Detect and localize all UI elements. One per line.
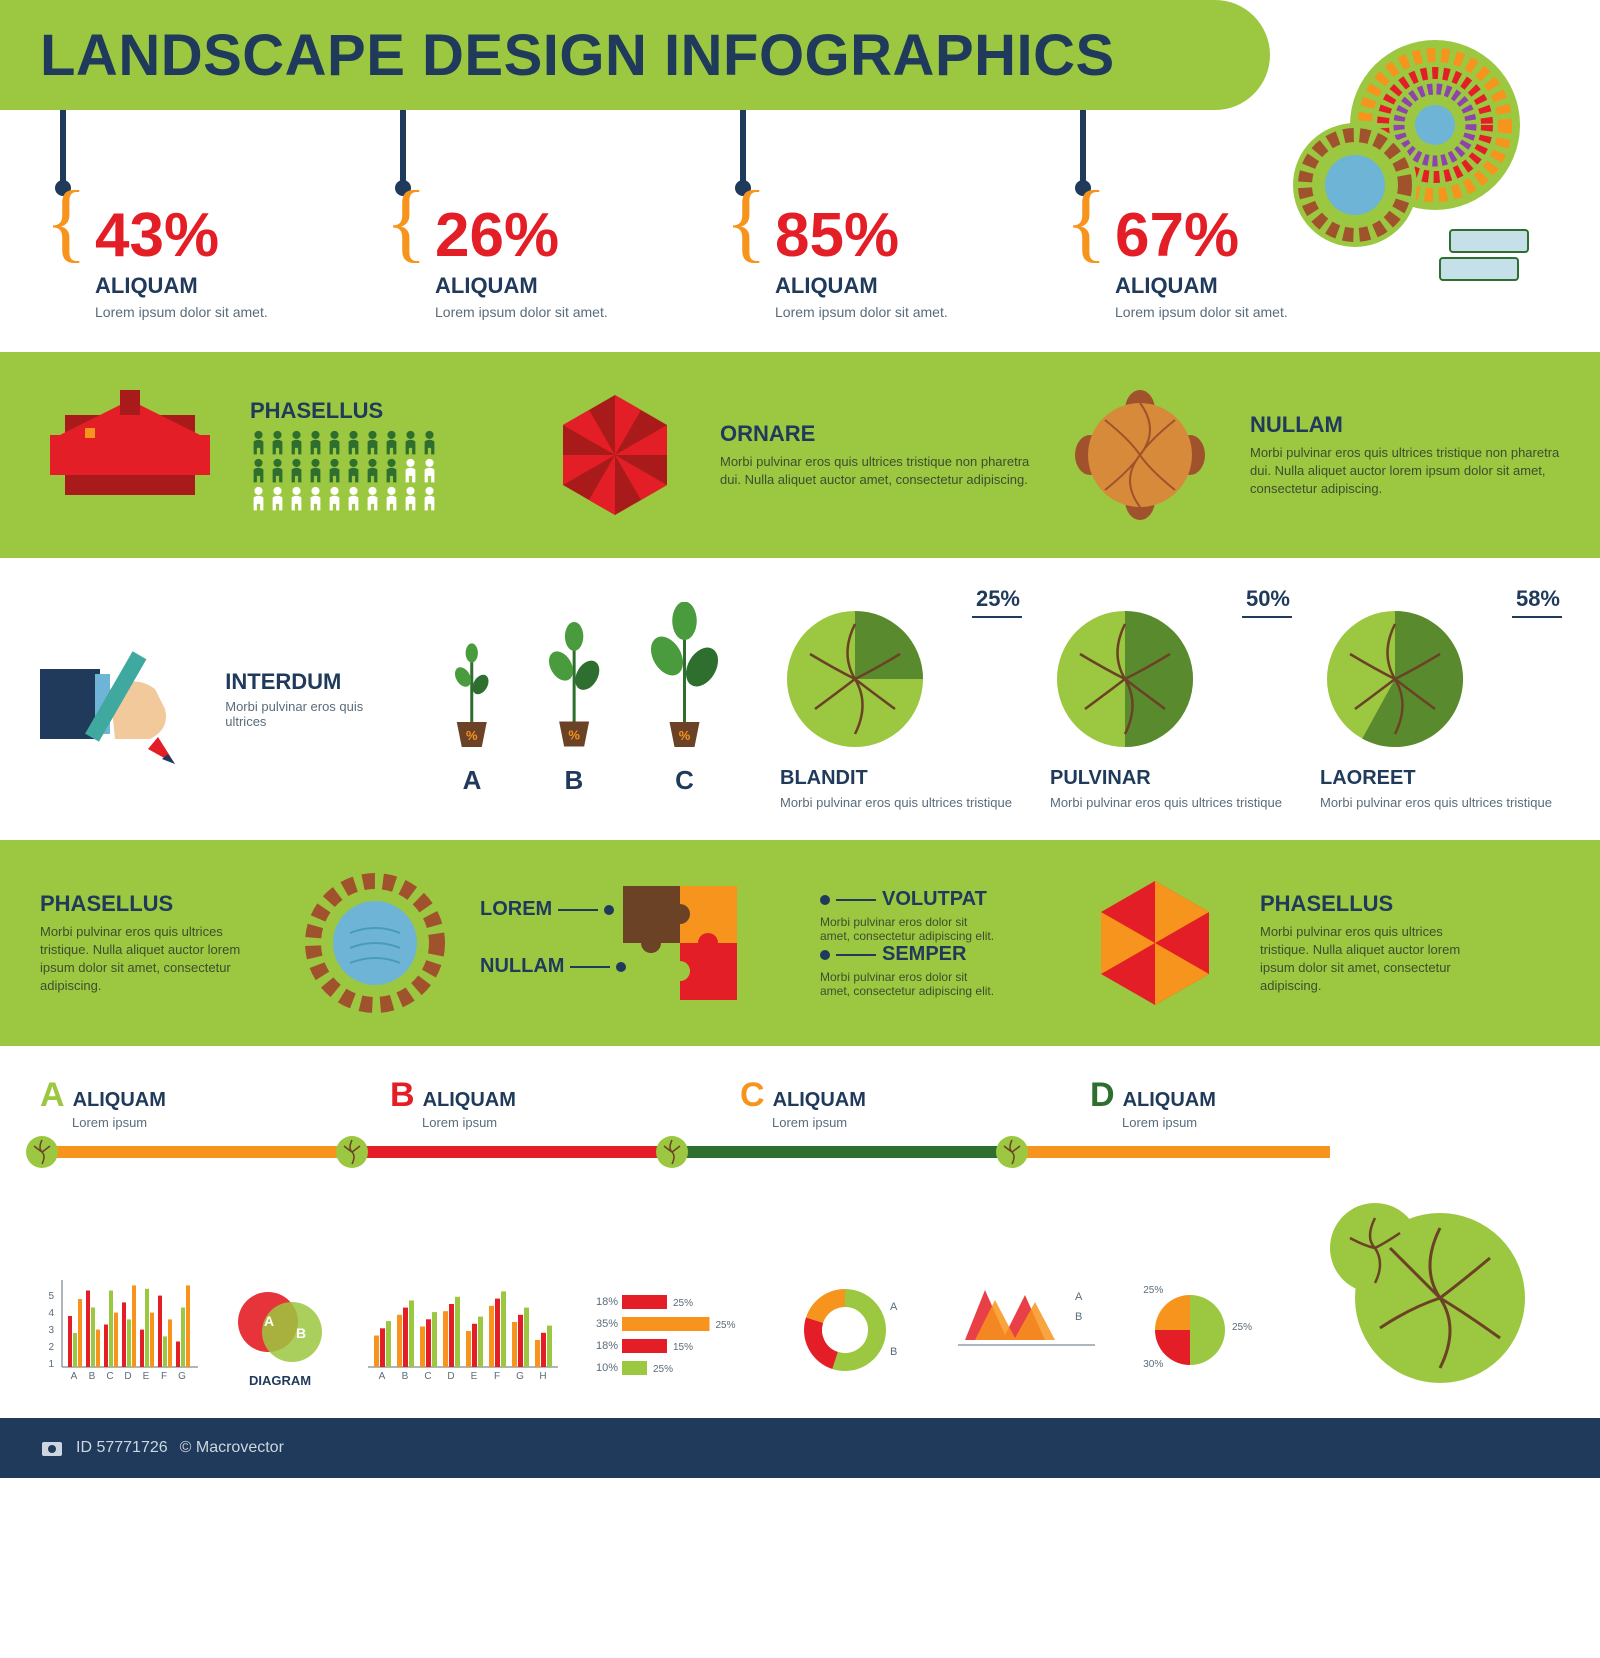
mini-charts: 12345ABCDEFG AB DIAGRAM ABCDEFGH 18%25%3… <box>0 1168 1600 1418</box>
svg-text:B: B <box>890 1346 897 1358</box>
svg-text:25%: 25% <box>716 1320 736 1331</box>
svg-text:B: B <box>1075 1311 1082 1323</box>
phasellus-right: PHASELLUS Morbi pulvinar eros quis ultri… <box>1260 891 1490 996</box>
timeline-A: AALIQUAMLorem ipsum <box>40 1076 350 1130</box>
stat-2: {26%ALIQUAMLorem ipsum dolor sit amet. <box>380 140 680 322</box>
svg-text:E: E <box>471 1371 478 1382</box>
pond-icon <box>300 868 450 1018</box>
plants: % A % B <box>433 602 732 796</box>
svg-text:25%: 25% <box>1232 1322 1252 1333</box>
svg-text:2: 2 <box>48 1342 54 1353</box>
svg-text:3: 3 <box>48 1325 54 1336</box>
band-1: PHASELLUS ORNARE Morbi pulvinar eros qui… <box>0 352 1600 558</box>
svg-text:%: % <box>568 728 580 743</box>
timeline-D: DALIQUAMLorem ipsum <box>1090 1076 1400 1130</box>
svg-text:18%: 18% <box>596 1340 618 1352</box>
svg-text:15%: 15% <box>673 1342 693 1353</box>
footer: ID 57771726 © Macrovector <box>0 1418 1600 1478</box>
svg-text:25%: 25% <box>673 1298 693 1309</box>
svg-text:G: G <box>178 1371 186 1382</box>
svg-text:A: A <box>264 1313 274 1329</box>
svg-text:F: F <box>161 1371 167 1382</box>
svg-text:25%: 25% <box>1143 1285 1163 1296</box>
svg-text:D: D <box>124 1371 131 1382</box>
svg-text:10%: 10% <box>596 1362 618 1374</box>
puzzle-label-tr: VOLUTPAT <box>820 888 1000 911</box>
svg-text:35%: 35% <box>596 1318 618 1330</box>
timeline-C: CALIQUAMLorem ipsum <box>740 1076 1050 1130</box>
svg-text:B: B <box>296 1325 306 1341</box>
timeline-B: BALIQUAMLorem ipsum <box>390 1076 700 1130</box>
stat-4: {67%ALIQUAMLorem ipsum dolor sit amet. <box>1060 140 1360 322</box>
svg-text:30%: 30% <box>1143 1359 1163 1370</box>
svg-text:18%: 18% <box>596 1296 618 1308</box>
puzzle-icon <box>615 878 745 1008</box>
phasellus-left: PHASELLUS Morbi pulvinar eros quis ultri… <box>40 891 270 996</box>
mini-bar2: A B C D E F G H <box>360 1275 560 1388</box>
plant-A: % A <box>433 637 511 796</box>
table-icon <box>1060 380 1220 530</box>
svg-text:H: H <box>539 1371 546 1382</box>
svg-text:C: C <box>424 1371 431 1382</box>
stat-3: {85%ALIQUAMLorem ipsum dolor sit amet. <box>720 140 1020 322</box>
svg-text:%: % <box>466 728 478 743</box>
phasellus-block: PHASELLUS <box>250 398 510 512</box>
svg-text:4: 4 <box>48 1308 54 1319</box>
plant-B: % B <box>531 619 617 796</box>
mini-area: AB <box>950 1275 1100 1388</box>
svg-text:B: B <box>89 1371 96 1382</box>
hand-pencil-icon <box>40 619 197 779</box>
mini-bar1: 1 2 3 4 5 ABCD EFG <box>40 1275 200 1388</box>
header-banner: LANDSCAPE DESIGN INFOGRAPHICS <box>0 0 1270 110</box>
house-icon <box>40 380 220 530</box>
svg-text:A: A <box>890 1301 898 1313</box>
trees: 25% BLANDITMorbi pulvinar eros quis ultr… <box>780 586 1560 812</box>
interdum-row: INTERDUM Morbi pulvinar eros quis ultric… <box>0 558 1600 840</box>
plant-C: % C <box>637 602 732 796</box>
camera-icon <box>40 1436 64 1460</box>
svg-text:1: 1 <box>48 1359 54 1370</box>
puzzle-label-br: SEMPER <box>820 943 1000 966</box>
svg-text:%: % <box>679 728 691 743</box>
stat-1: {43%ALIQUAMLorem ipsum dolor sit amet. <box>40 140 340 322</box>
svg-text:A: A <box>1075 1291 1083 1303</box>
nullam-block: NULLAM Morbi pulvinar eros quis ultrices… <box>1250 412 1560 499</box>
interdum-text: INTERDUM Morbi pulvinar eros quis ultric… <box>225 669 405 729</box>
puzzle-label-bl: NULLAM <box>480 955 626 978</box>
svg-text:D: D <box>447 1371 454 1382</box>
tree-LAOREET: 58% LAOREETMorbi pulvinar eros quis ultr… <box>1320 586 1560 812</box>
mini-donut: AB <box>790 1275 920 1388</box>
svg-text:E: E <box>143 1371 150 1382</box>
people-icons <box>250 430 450 512</box>
mini-hbar: 18% 25% 35% 25% 18% 15% 10% 25% <box>590 1285 760 1388</box>
tree-PULVINAR: 50% PULVINARMorbi pulvinar eros quis ult… <box>1050 586 1290 812</box>
ornare-block: ORNARE Morbi pulvinar eros quis ultrices… <box>720 421 1030 489</box>
svg-text:C: C <box>106 1371 113 1382</box>
svg-text:5: 5 <box>48 1291 54 1302</box>
svg-text:G: G <box>516 1371 524 1382</box>
svg-text:F: F <box>494 1371 500 1382</box>
footer-credit: © Macrovector <box>180 1439 284 1457</box>
bush-icon <box>1310 1188 1540 1388</box>
puzzle-label-tl: LOREM <box>480 898 614 921</box>
umbrella-orange-icon <box>1080 868 1230 1018</box>
puzzle-block: LOREM NULLAM VOLUTPAT Morbi pulvinar ero… <box>480 878 880 1008</box>
mini-venn: AB DIAGRAM <box>230 1280 330 1388</box>
svg-text:25%: 25% <box>653 1364 673 1375</box>
svg-text:A: A <box>379 1371 386 1382</box>
band-2: PHASELLUS Morbi pulvinar eros quis ultri… <box>0 840 1600 1046</box>
timeline: AALIQUAMLorem ipsum BALIQUAMLorem ipsum CA… <box>0 1046 1600 1168</box>
svg-text:A: A <box>71 1371 78 1382</box>
svg-text:B: B <box>402 1371 409 1382</box>
timeline-bar <box>40 1146 1560 1158</box>
tree-BLANDIT: 25% BLANDITMorbi pulvinar eros quis ultr… <box>780 586 1020 812</box>
page-title: LANDSCAPE DESIGN INFOGRAPHICS <box>40 22 1115 89</box>
footer-id: ID 57771726 <box>76 1439 168 1457</box>
umbrella-red-icon <box>540 380 690 530</box>
mini-pie: 25% 30% 25% <box>1130 1275 1280 1388</box>
